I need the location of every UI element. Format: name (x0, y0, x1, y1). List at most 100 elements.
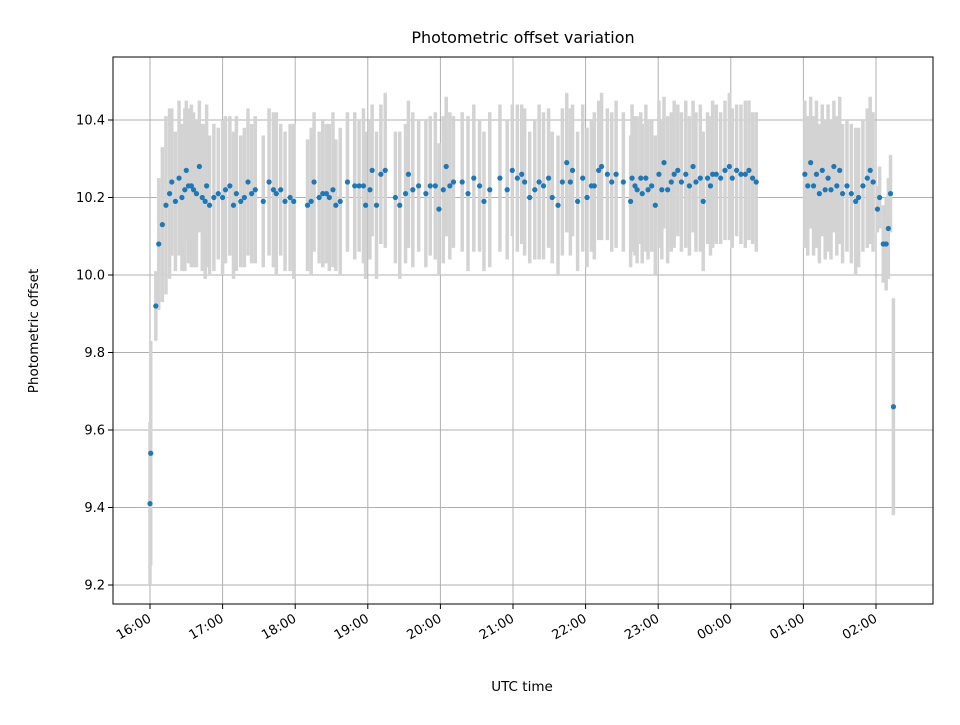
data-point (238, 198, 244, 204)
data-point (874, 206, 881, 212)
data-point (402, 191, 409, 197)
data-point (504, 187, 510, 193)
data-point (333, 202, 339, 208)
data-point (245, 179, 251, 185)
data-point (569, 167, 576, 173)
data-point (410, 187, 416, 193)
data-point (443, 163, 449, 170)
data-point (320, 191, 326, 197)
data-point (337, 198, 343, 204)
data-point (522, 179, 528, 185)
data-point (308, 198, 314, 204)
data-point (360, 183, 367, 189)
data-point (206, 202, 213, 208)
data-point (671, 171, 677, 177)
data-point (233, 191, 239, 197)
data-point (266, 179, 272, 185)
data-point (282, 198, 288, 204)
data-point (870, 179, 876, 185)
data-point (344, 179, 351, 185)
data-point (877, 194, 883, 201)
data-point (822, 187, 828, 193)
data-point (853, 198, 859, 204)
data-point (668, 179, 674, 185)
data-point (649, 183, 655, 189)
data-point (710, 171, 716, 177)
y-tick-label: 9.4 (84, 501, 105, 516)
data-point (746, 167, 752, 173)
data-point (311, 179, 317, 185)
data-point (481, 198, 487, 204)
data-point (159, 222, 165, 228)
data-point (567, 179, 573, 185)
data-point (204, 183, 210, 189)
data-point (172, 198, 179, 204)
y-tick-label: 9.8 (84, 346, 105, 361)
data-point (707, 183, 714, 189)
data-point (179, 194, 185, 201)
data-point (580, 175, 586, 181)
data-point (867, 167, 873, 173)
data-points (147, 160, 897, 507)
data-point (802, 171, 808, 177)
data-point (176, 175, 182, 181)
data-point (509, 167, 515, 173)
data-point (540, 183, 547, 189)
data-point (532, 187, 538, 193)
data-point (656, 171, 662, 177)
data-point (222, 187, 229, 193)
data-point (397, 202, 403, 208)
data-point (632, 183, 638, 189)
data-point (330, 187, 336, 193)
data-point (855, 194, 862, 201)
data-point (436, 206, 442, 212)
data-point (629, 175, 635, 181)
data-point (831, 163, 837, 170)
data-point (230, 202, 237, 208)
data-point (169, 179, 175, 185)
y-axis-label: Photometric offset (26, 269, 42, 393)
data-point (382, 167, 388, 173)
data-point (613, 171, 619, 177)
data-point (215, 191, 221, 197)
data-point (356, 183, 362, 189)
data-point (722, 167, 728, 173)
data-point (196, 163, 202, 170)
data-point (639, 191, 645, 197)
data-point (675, 167, 681, 173)
y-tick-label: 10.0 (76, 269, 105, 284)
data-point (249, 191, 255, 197)
data-point (726, 163, 732, 170)
chart-title: Photometric offset variation (411, 28, 634, 47)
data-point (645, 187, 651, 193)
data-point (713, 171, 719, 177)
data-point (450, 179, 457, 185)
data-point (686, 183, 693, 189)
y-tick-label: 9.2 (84, 579, 105, 594)
data-point (153, 303, 159, 309)
data-point (816, 191, 822, 197)
data-point (323, 191, 330, 197)
data-point (591, 183, 597, 189)
data-point (887, 191, 894, 197)
data-point (304, 202, 311, 208)
data-point (291, 198, 297, 204)
data-point (519, 171, 525, 177)
data-point (753, 179, 759, 185)
data-point (555, 202, 561, 208)
data-point (316, 194, 322, 201)
data-point (369, 167, 375, 173)
data-point (840, 191, 846, 197)
data-point (536, 179, 542, 185)
data-point (819, 167, 825, 173)
data-point (620, 179, 626, 185)
data-point (828, 187, 834, 193)
data-point (810, 183, 817, 189)
data-point (665, 187, 671, 193)
data-point (487, 187, 493, 193)
data-point (273, 191, 279, 197)
data-point (683, 171, 689, 177)
data-point (373, 202, 380, 208)
data-point (514, 175, 520, 181)
